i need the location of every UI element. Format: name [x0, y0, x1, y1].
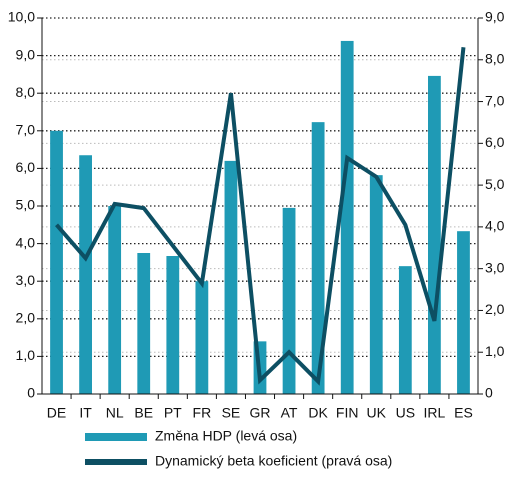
y2-tick-label: 8,0	[485, 50, 505, 66]
x-tick-label: PT	[164, 405, 182, 421]
y-tick-label: 10,0	[8, 9, 35, 25]
y-tick-label: 7,0	[16, 122, 36, 138]
legend-label: Změna HDP (levá osa)	[155, 428, 297, 444]
y-tick-label: 9,0	[16, 46, 36, 62]
bar	[50, 130, 63, 395]
bar	[108, 206, 122, 394]
x-tick-label: SE	[222, 405, 241, 421]
y2-tick-label: 3,0	[485, 259, 505, 275]
y2-tick-label: 0	[485, 385, 493, 401]
y-tick-label: 8,0	[16, 84, 36, 100]
x-tick-label: FIN	[336, 405, 359, 421]
x-tick-label: ES	[454, 405, 473, 421]
legend-label: Dynamický beta koeficient (pravá osa)	[155, 453, 392, 469]
y-tick-label: 4,0	[16, 234, 36, 250]
y2-tick-label: 4,0	[485, 218, 505, 234]
bar	[282, 207, 296, 394]
y-tick-label: 0	[27, 385, 35, 401]
y-tick-label: 3,0	[16, 272, 36, 288]
bar	[398, 266, 412, 394]
x-tick-label: UK	[367, 405, 387, 421]
bar	[166, 256, 180, 394]
y-tick-label: 2,0	[16, 310, 36, 326]
x-tick-label: US	[396, 405, 415, 421]
x-tick-label: IT	[79, 405, 92, 421]
line	[55, 47, 466, 386]
y-tick-label: 5,0	[16, 197, 36, 213]
x-tick-label: DE	[47, 405, 66, 421]
bar	[340, 40, 354, 394]
y2-tick-label: 2,0	[485, 301, 505, 317]
bar	[457, 231, 470, 394]
x-tick-label: BE	[134, 405, 153, 421]
x-tick-label: IRL	[424, 405, 446, 421]
legend-swatch	[85, 433, 147, 441]
x-tick-label: FR	[193, 405, 212, 421]
bar	[79, 155, 92, 394]
x-tick-label: DK	[308, 405, 328, 421]
bar	[428, 75, 441, 395]
y-tick-label: 1,0	[16, 347, 36, 363]
bar	[224, 160, 238, 394]
y2-tick-label: 7,0	[485, 92, 505, 108]
bar	[137, 253, 151, 394]
x-tick-label: GR	[250, 405, 271, 421]
bar	[369, 175, 383, 394]
x-tick-label: AT	[281, 405, 298, 421]
bar	[195, 281, 209, 394]
legend-swatch	[85, 459, 147, 465]
y2-tick-label: 1,0	[485, 343, 505, 359]
y2-tick-label: 9,0	[485, 9, 505, 25]
y-tick-label: 6,0	[16, 159, 36, 175]
bar	[311, 122, 325, 394]
y2-tick-label: 6,0	[485, 134, 505, 150]
y2-tick-label: 5,0	[485, 176, 505, 192]
x-tick-label: NL	[106, 405, 124, 421]
